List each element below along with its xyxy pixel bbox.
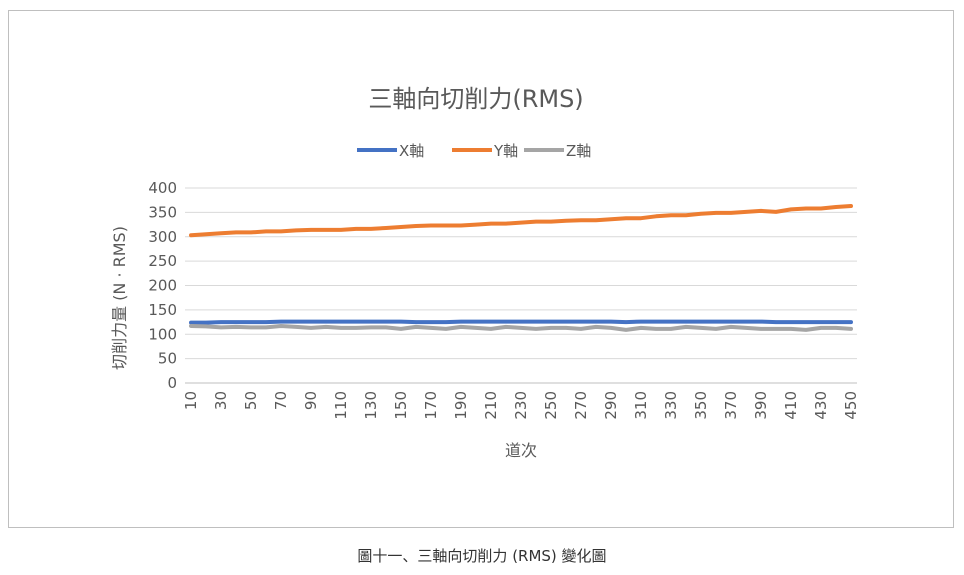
y-tick-label: 250	[148, 252, 177, 270]
y-tick-label: 0	[167, 374, 177, 392]
series-lines	[189, 204, 853, 332]
y-tick-label: 200	[148, 277, 177, 295]
chart-title: 三軸向切削力(RMS)	[368, 85, 583, 113]
series-line	[189, 204, 853, 238]
chart-legend: X軸 Y軸 Z軸	[357, 142, 591, 160]
x-tick-label: 270	[572, 391, 590, 420]
x-tick-label: 170	[422, 391, 440, 420]
x-tick-label: 190	[452, 391, 470, 420]
series-line	[189, 324, 853, 332]
x-tick-label: 350	[692, 391, 710, 420]
legend-label: Z軸	[566, 142, 591, 160]
y-tick-label: 350	[148, 203, 177, 221]
y-tick-label: 400	[148, 179, 177, 197]
legend-label: Y軸	[493, 142, 518, 160]
x-tick-label: 110	[332, 391, 350, 420]
y-gridlines	[185, 187, 857, 384]
chart-frame: 三軸向切削力(RMS) X軸 Y軸 Z軸 0 50 100 150 200 250 300 350…	[8, 10, 954, 528]
legend-label: X軸	[399, 142, 424, 160]
x-tick-label: 330	[662, 391, 680, 420]
x-tick-label: 310	[632, 391, 650, 420]
y-tick-label: 50	[158, 350, 177, 368]
x-tick-label: 370	[722, 391, 740, 420]
figure-caption: 圖十一、三軸向切削力 (RMS) 變化圖	[357, 547, 607, 565]
y-tick-label: 300	[148, 228, 177, 246]
x-tick-label: 70	[272, 391, 290, 410]
x-tick-label: 10	[182, 391, 200, 410]
y-tick-label: 100	[148, 325, 177, 343]
x-tick-label: 290	[602, 391, 620, 420]
x-tick-label: 30	[212, 391, 230, 410]
x-tick-label: 150	[392, 391, 410, 420]
x-tick-label: 130	[362, 391, 380, 420]
y-axis-ticks: 0 50 100 150 200 250 300 350 400	[148, 179, 177, 392]
x-axis-ticks: 10 30 50 70 90 110 130 150 170 190 210 230 250 270 290…	[182, 391, 860, 420]
series-line	[189, 319, 853, 325]
x-tick-label: 250	[542, 391, 560, 420]
x-tick-label: 450	[842, 391, 860, 420]
x-axis-label: 道次	[505, 441, 537, 460]
x-tick-label: 390	[752, 391, 770, 420]
x-tick-label: 230	[512, 391, 530, 420]
line-chart: 三軸向切削力(RMS) X軸 Y軸 Z軸 0 50 100 150 200 250 300 350…	[110, 85, 860, 460]
y-axis-label: 切削力量 (N · RMS)	[110, 226, 129, 370]
x-tick-label: 410	[782, 391, 800, 420]
x-tick-label: 90	[302, 391, 320, 410]
x-tick-label: 210	[482, 391, 500, 420]
x-tick-label: 430	[812, 391, 830, 420]
y-tick-label: 150	[148, 301, 177, 319]
x-tick-label: 50	[242, 391, 260, 410]
